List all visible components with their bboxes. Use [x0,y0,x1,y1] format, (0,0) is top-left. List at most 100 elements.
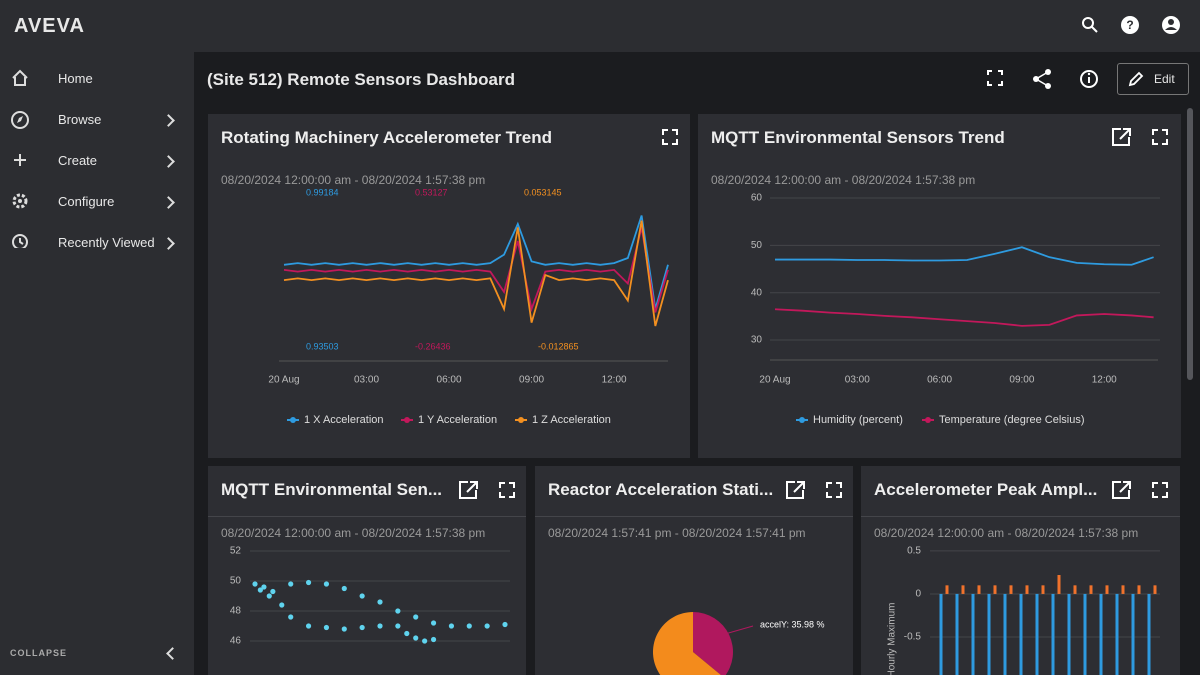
point [359,593,365,599]
pie-slice [693,612,733,675]
point [270,588,276,595]
bar [939,593,943,675]
panel-range: 08/20/2024 12:00:00 am - 08/20/2024 1:57… [221,526,486,540]
panel: MQTT Environmental Sen... 08/20/2024 12:… [208,466,526,675]
point [341,626,347,632]
bar [1083,593,1087,675]
share-icon[interactable] [1033,69,1051,89]
bar [961,585,965,594]
nav-item[interactable]: Configure [58,194,115,209]
point [288,614,294,620]
series-line [775,246,1154,266]
series-line [283,227,669,313]
legend-dot [925,417,931,423]
svg-text:?: ? [1126,18,1133,32]
bar [1035,593,1039,675]
edit-icon [1128,71,1144,87]
x-tick-label: 06:00 [927,375,952,386]
legend-label: 1 Z Acceleration [532,414,611,426]
account-icon[interactable] [1162,16,1180,34]
bar [1025,585,1029,594]
y-tick-label: 40 [751,287,763,298]
point [266,593,272,599]
edit-label: Edit [1154,72,1175,86]
panel-range: 08/20/2024 12:00:00 am - 08/20/2024 1:57… [221,173,486,187]
brand[interactable]: AVEVA [14,15,85,37]
help-icon[interactable]: ? [1121,16,1139,34]
point [377,623,383,629]
y-tick-label: 46 [230,636,242,647]
bar [1051,593,1055,675]
point [413,635,419,641]
point [252,581,258,587]
panel-range: 08/20/2024 12:00:00 am - 08/20/2024 1:57… [711,173,976,187]
nav-item[interactable]: Create [58,153,98,168]
series-line [774,308,1154,327]
bar [1137,585,1141,594]
bar [1067,593,1071,675]
bar [1121,585,1125,594]
divider [535,516,853,517]
open-icon[interactable] [459,481,478,499]
sidebar: Home Browse Create Configure Recently Vi… [0,52,194,675]
y-tick-label: 50 [751,240,763,251]
panel-title: MQTT Environmental Sen... [221,480,443,499]
header: AVEVA ? [0,0,1200,52]
point [288,581,294,587]
x-tick-label: 12:00 [1092,375,1117,386]
legend-dot [290,417,296,423]
y-tick-label: 0.5 [907,546,921,557]
search-icon[interactable] [1082,17,1098,33]
info-icon[interactable] [1080,70,1098,88]
toolbar-icons [987,69,1098,89]
divider [861,516,1180,517]
x-tick-label: 03:00 [845,375,870,386]
panel: MQTT Environmental Sensors Trend 08/20/2… [698,114,1181,458]
point [466,623,472,629]
divider [208,516,526,517]
point [305,623,312,629]
open-icon[interactable] [1112,481,1131,499]
nav-item[interactable]: Home [58,71,93,86]
series-line [283,215,669,310]
point [323,624,330,631]
bar [1009,585,1013,594]
bar [971,593,975,675]
maximize-icon[interactable] [1152,482,1168,498]
legend-label: 1 X Acceleration [304,414,384,426]
min-label: -0.26436 [415,341,451,351]
y-tick-label: 30 [751,335,763,346]
series-line [283,220,669,327]
collapse[interactable]: COLLAPSE [10,648,68,658]
max-label: 0.53127 [415,187,448,197]
y-tick-label: 0 [915,589,921,600]
open-icon[interactable] [786,481,805,499]
point [305,579,312,586]
edit-button[interactable]: Edit [1117,63,1189,95]
panel-title: Accelerometer Peak Ampl... [874,480,1098,499]
maximize-icon[interactable] [826,482,842,498]
bar [1147,593,1151,675]
point [359,624,365,631]
point [484,623,490,629]
open-icon[interactable] [1112,128,1131,146]
point [448,623,455,629]
bar [1073,585,1077,594]
scrollbar[interactable] [1187,108,1193,380]
fullscreen-icon[interactable] [987,70,1003,86]
nav-item[interactable]: Browse [58,112,102,127]
point [279,602,285,608]
legend-label: 1 Y Acceleration [418,414,497,426]
x-tick-label: 03:00 [354,375,379,386]
nav-item[interactable]: Recently Viewed [58,235,155,250]
maximize-icon[interactable] [662,129,678,145]
maximize-icon[interactable] [499,482,515,498]
x-tick-label: 09:00 [519,375,544,386]
bar [1041,585,1045,594]
maximize-icon[interactable] [1152,129,1168,145]
legend-dot [404,417,410,423]
point [341,585,347,592]
legend-dot [518,417,524,423]
